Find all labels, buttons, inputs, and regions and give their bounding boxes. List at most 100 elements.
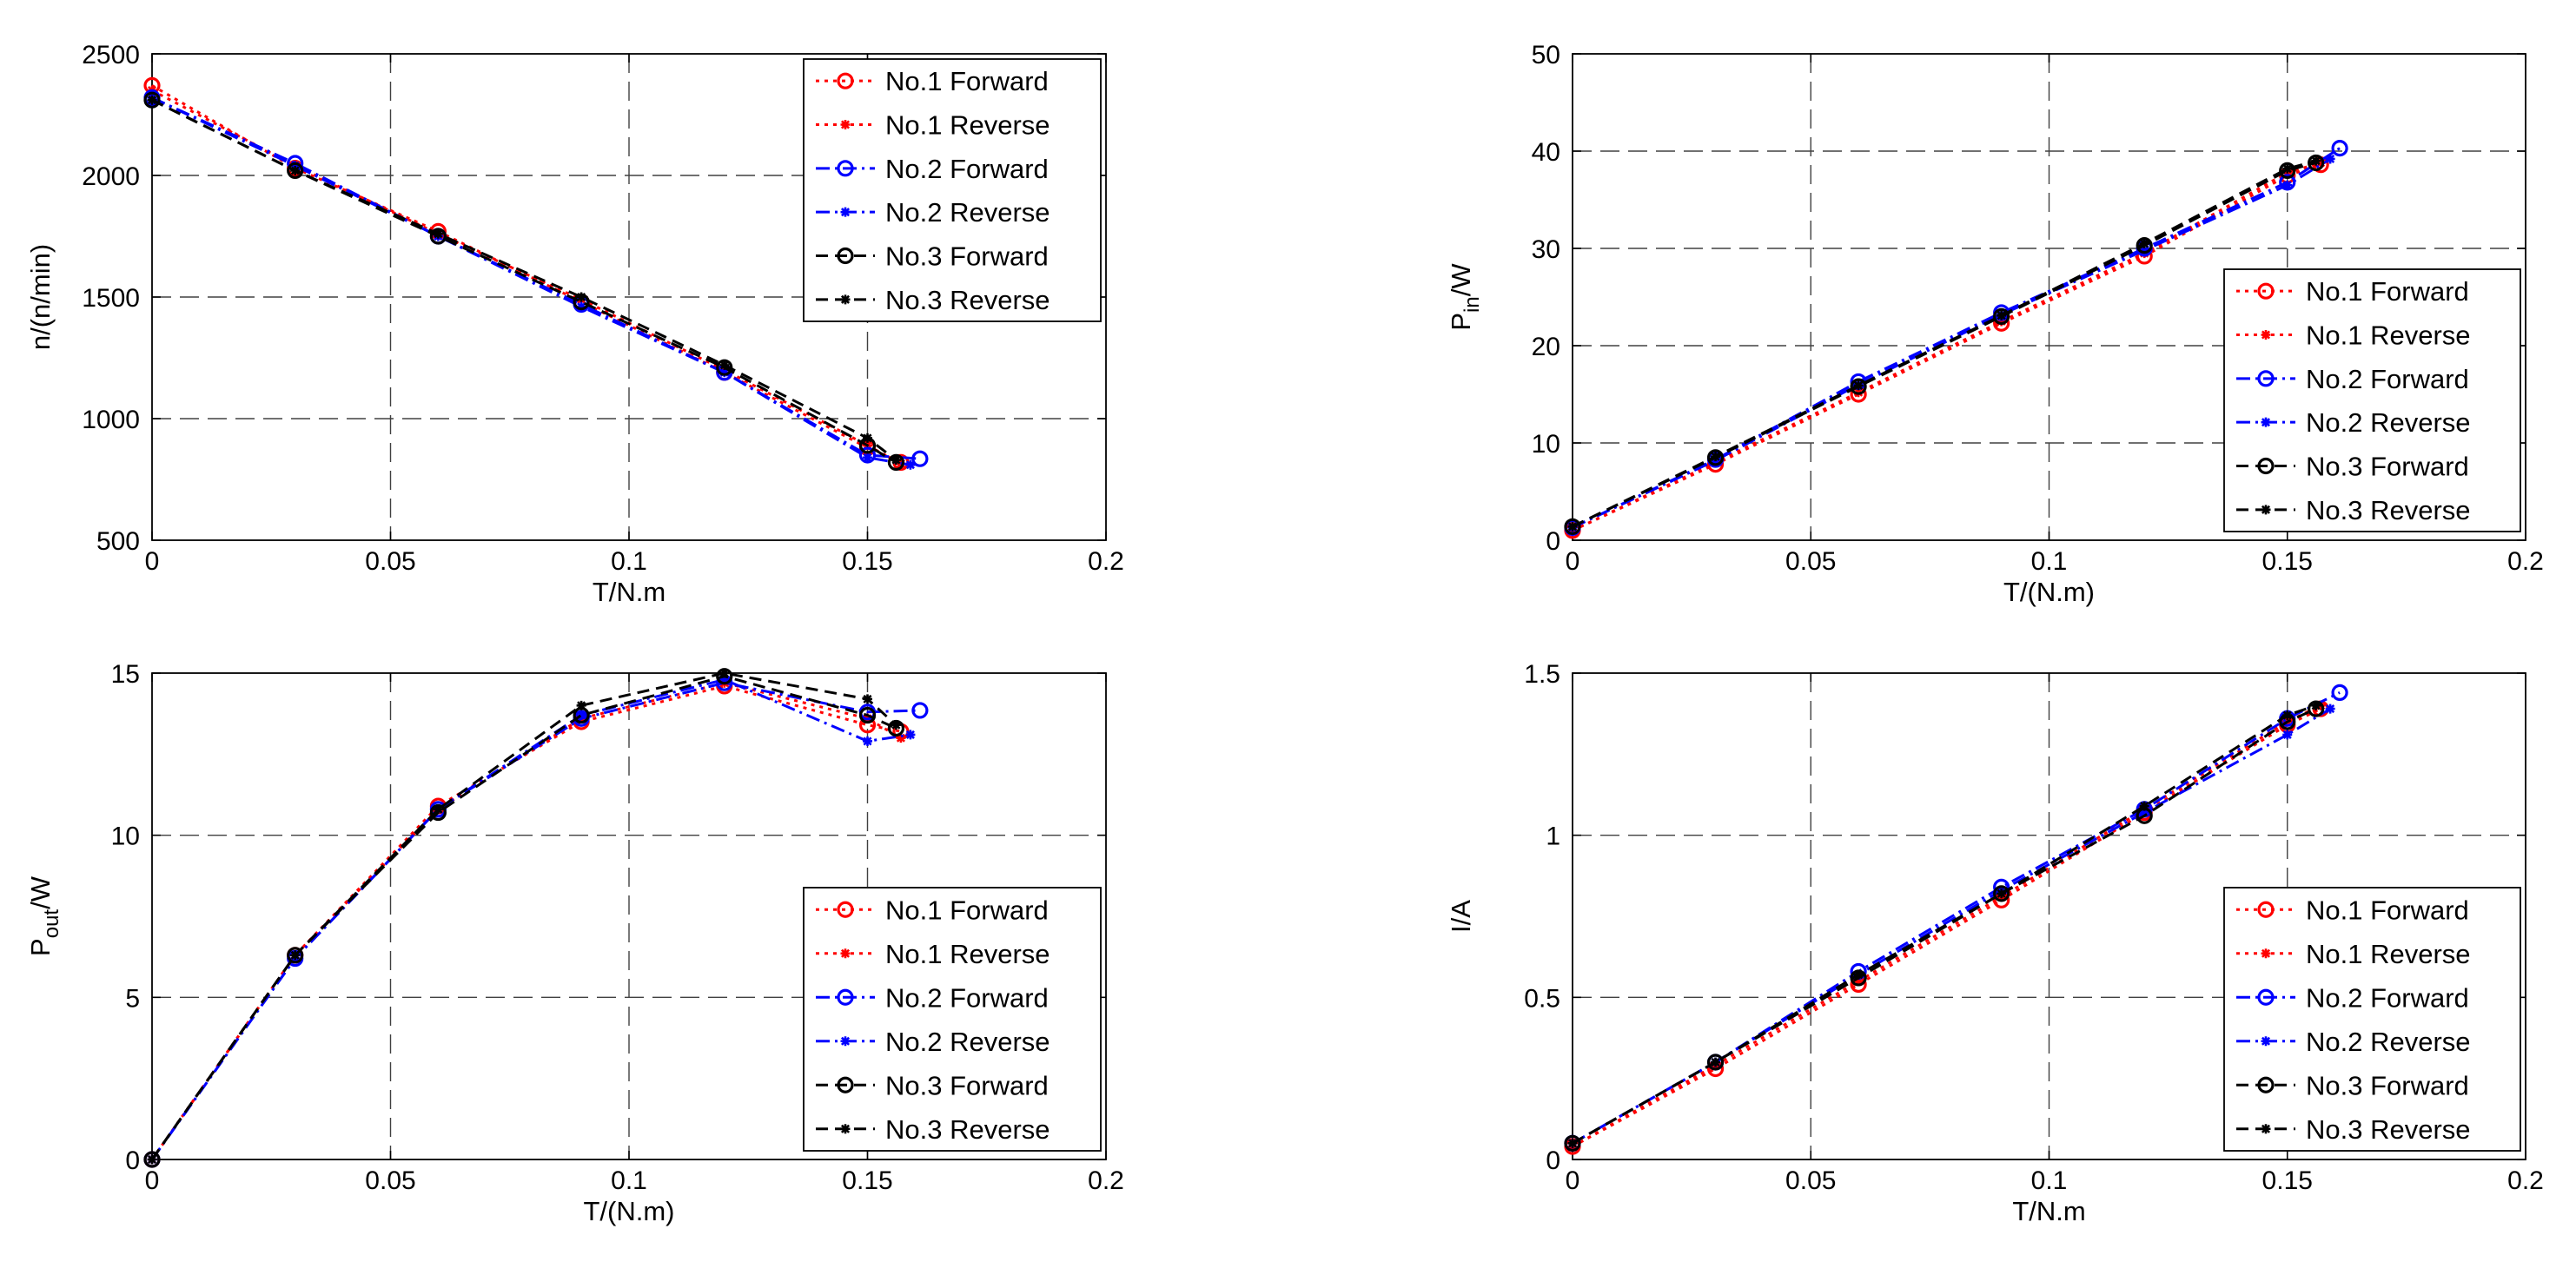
legend-label: No.2 Reverse <box>885 197 1050 228</box>
series-no-3-reverse <box>147 668 901 1165</box>
data-point-marker <box>2282 710 2293 721</box>
legend-label: No.3 Forward <box>885 1070 1049 1100</box>
legend-label: No.2 Forward <box>885 982 1049 1013</box>
data-point-marker <box>2136 237 2153 254</box>
legend-marker <box>840 1124 851 1134</box>
data-point-marker <box>905 730 916 740</box>
x-tick-label: 0.05 <box>1785 1166 1836 1195</box>
y-tick-label: 1000 <box>82 406 140 434</box>
x-tick-label: 0 <box>145 1166 160 1195</box>
data-point-marker <box>1706 1054 1725 1071</box>
y-tick-label: 10 <box>111 822 140 851</box>
data-point-marker <box>911 450 929 467</box>
legend-marker <box>837 988 854 1006</box>
data-point-marker <box>1853 976 1864 987</box>
data-point-marker <box>433 228 443 239</box>
x-tick-label: 0.15 <box>842 1166 892 1195</box>
series-no-3-reverse <box>1567 155 2321 532</box>
y-tick-label: 5 <box>125 984 140 1013</box>
data-point-marker <box>1564 1134 1581 1152</box>
x-tick-label: 0.05 <box>1785 547 1836 576</box>
y-tick-label: 2500 <box>82 41 140 69</box>
x-tick-label: 0.1 <box>2031 547 2068 576</box>
legend: No.1 Forward No.1 Reverse No.2 Forward No.2… <box>803 58 1102 322</box>
data-point-marker <box>1993 307 2010 325</box>
legend-label: No.1 Forward <box>2306 895 2469 925</box>
legend-marker <box>840 1036 851 1047</box>
x-tick-label: 0.1 <box>611 547 647 576</box>
data-point-marker <box>863 694 872 704</box>
legend-label: No.1 Reverse <box>2306 320 2471 351</box>
legend-marker <box>2257 1076 2275 1093</box>
data-point-marker <box>1997 889 2007 899</box>
data-point-marker <box>1853 380 1864 391</box>
data-point-marker <box>719 360 730 370</box>
data-point-marker <box>147 1154 157 1165</box>
legend-marker <box>2261 1124 2271 1134</box>
series-no-3-reverse <box>147 95 901 466</box>
legend-label: No.2 Forward <box>2306 364 2469 394</box>
chart-input-power: 0 0.05 0.1 0.15 0.2 0 10 20 30 40 50 T/(N.m) Pin/W No… <box>1446 41 2544 607</box>
x-tick-label: 0 <box>1566 547 1580 576</box>
legend: No.1 Forward No.1 Reverse No.2 Forward No.2… <box>803 887 1102 1152</box>
legend-label: No.3 Forward <box>2306 452 2469 482</box>
y-tick-label: 30 <box>1532 235 1560 264</box>
legend-label: No.2 Forward <box>885 154 1049 184</box>
data-point-marker <box>719 674 730 684</box>
y-axis-label: I/A <box>1446 900 1476 933</box>
legend-marker <box>840 207 851 217</box>
legend-label: No.2 Reverse <box>2306 407 2471 438</box>
data-point-marker <box>433 804 443 815</box>
y-tick-label: 2000 <box>82 162 140 191</box>
data-point-marker <box>1711 452 1721 462</box>
chart-speed: 0 0.05 0.1 0.15 0.2 500 1000 1500 2000 2500 T/N.m n… <box>25 41 1124 607</box>
y-tick-label: 20 <box>1532 333 1560 361</box>
legend-label: No.3 Reverse <box>2306 495 2471 525</box>
data-point-marker <box>290 165 301 175</box>
legend-marker <box>837 160 854 177</box>
legend: No.1 Forward No.1 Reverse No.2 Forward No.2… <box>2223 268 2521 532</box>
data-point-marker <box>2139 808 2149 818</box>
x-tick-label: 0.2 <box>1088 547 1124 576</box>
data-point-marker <box>2282 730 2293 740</box>
data-point-marker <box>1706 449 1725 466</box>
data-point-marker <box>2331 684 2348 702</box>
y-tick-label: 500 <box>96 527 140 556</box>
legend-box <box>2223 887 2521 1152</box>
legend-marker <box>2261 417 2271 427</box>
x-tick-label: 0.15 <box>2262 547 2313 576</box>
y-tick-label: 40 <box>1532 138 1560 167</box>
legend-label: No.3 Reverse <box>2306 1114 2471 1145</box>
legend-label: No.2 Forward <box>2306 982 2469 1013</box>
legend-label: No.1 Reverse <box>885 939 1050 969</box>
data-point-marker <box>143 1151 161 1168</box>
legend-marker <box>840 294 851 305</box>
data-point-marker <box>719 367 730 378</box>
y-tick-label: 0 <box>125 1146 140 1175</box>
data-point-marker <box>2139 801 2149 811</box>
data-point-marker <box>2311 700 2321 710</box>
legend-marker <box>840 948 851 959</box>
y-tick-label: 15 <box>111 660 140 689</box>
x-axis-label: T/(N.m) <box>583 1196 674 1226</box>
legend-box <box>803 887 1102 1152</box>
data-point-marker <box>719 668 730 678</box>
legend-label: No.1 Forward <box>2306 276 2469 307</box>
data-point-marker <box>287 162 304 179</box>
x-tick-label: 0.1 <box>2031 1166 2068 1195</box>
data-point-marker <box>1997 316 2007 327</box>
data-point-marker <box>576 292 586 302</box>
data-point-marker <box>143 91 161 109</box>
legend-label: No.3 Forward <box>2306 1070 2469 1100</box>
x-tick-label: 0.15 <box>2262 1166 2313 1195</box>
data-point-marker <box>1997 310 2007 320</box>
data-point-marker <box>2325 154 2335 164</box>
x-axis-label: T/N.m <box>2012 1196 2085 1226</box>
x-tick-label: 0 <box>1566 1166 1580 1195</box>
y-tick-label: 0.5 <box>1524 984 1560 1013</box>
chart-output-power: 0 0.05 0.1 0.15 0.2 0 5 10 15 T/(N.m) Pout/W No.1 F… <box>25 660 1124 1226</box>
legend-marker <box>2261 948 2271 959</box>
data-point-marker <box>863 453 872 463</box>
x-axis-label: T/N.m <box>593 577 666 607</box>
x-tick-label: 0 <box>145 547 160 576</box>
